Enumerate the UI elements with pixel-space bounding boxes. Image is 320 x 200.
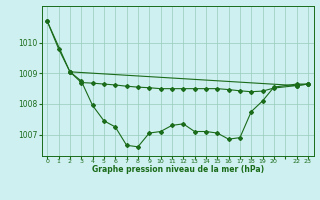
X-axis label: Graphe pression niveau de la mer (hPa): Graphe pression niveau de la mer (hPa)	[92, 165, 264, 174]
